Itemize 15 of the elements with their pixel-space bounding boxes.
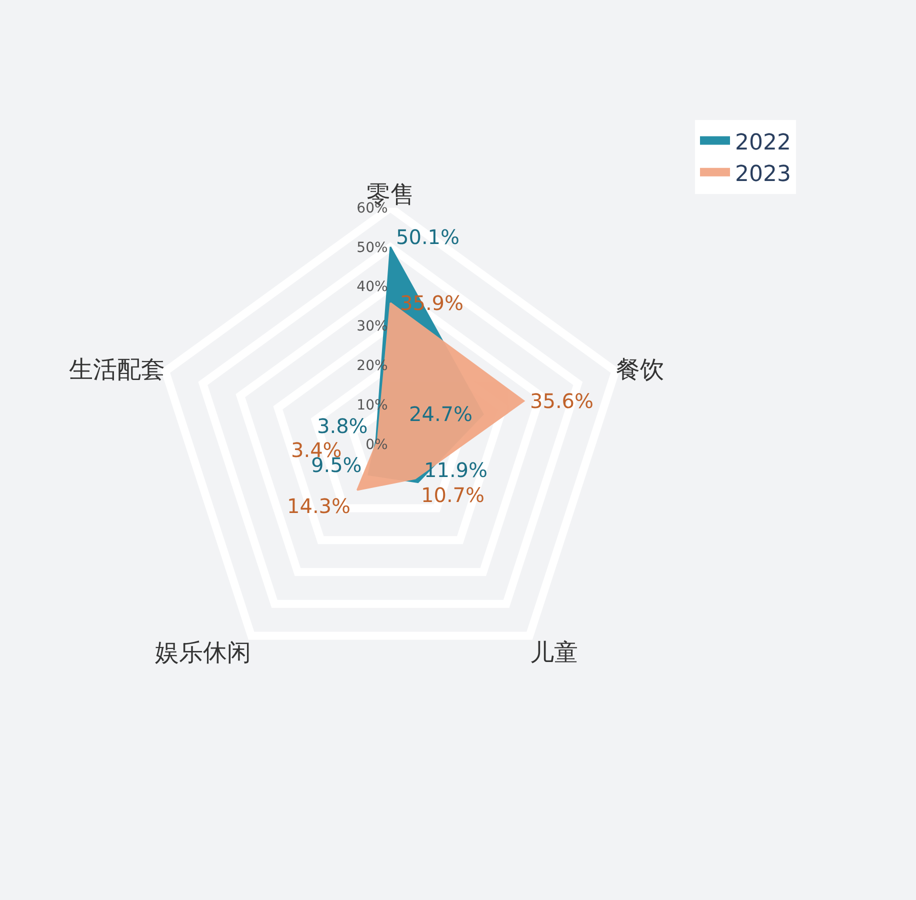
- legend-label: 2023: [735, 162, 791, 187]
- spoke-label: 娱乐休闲: [155, 638, 252, 667]
- spoke-label: 生活配套: [68, 356, 165, 384]
- spoke-label: 餐饮: [616, 356, 664, 384]
- legend-label: 2022: [735, 130, 791, 156]
- data-label: 50.1%: [396, 225, 460, 249]
- y-tick-label: 50%: [356, 240, 388, 256]
- y-tick-label: 40%: [356, 279, 388, 296]
- data-label: 10.7%: [421, 483, 485, 507]
- data-label: 35.6%: [530, 389, 594, 413]
- data-label: 11.9%: [424, 458, 488, 482]
- data-label: 14.3%: [287, 494, 351, 518]
- spoke-label: 儿童: [530, 638, 578, 667]
- data-label: 3.8%: [317, 414, 368, 438]
- data-label: 24.7%: [409, 402, 473, 426]
